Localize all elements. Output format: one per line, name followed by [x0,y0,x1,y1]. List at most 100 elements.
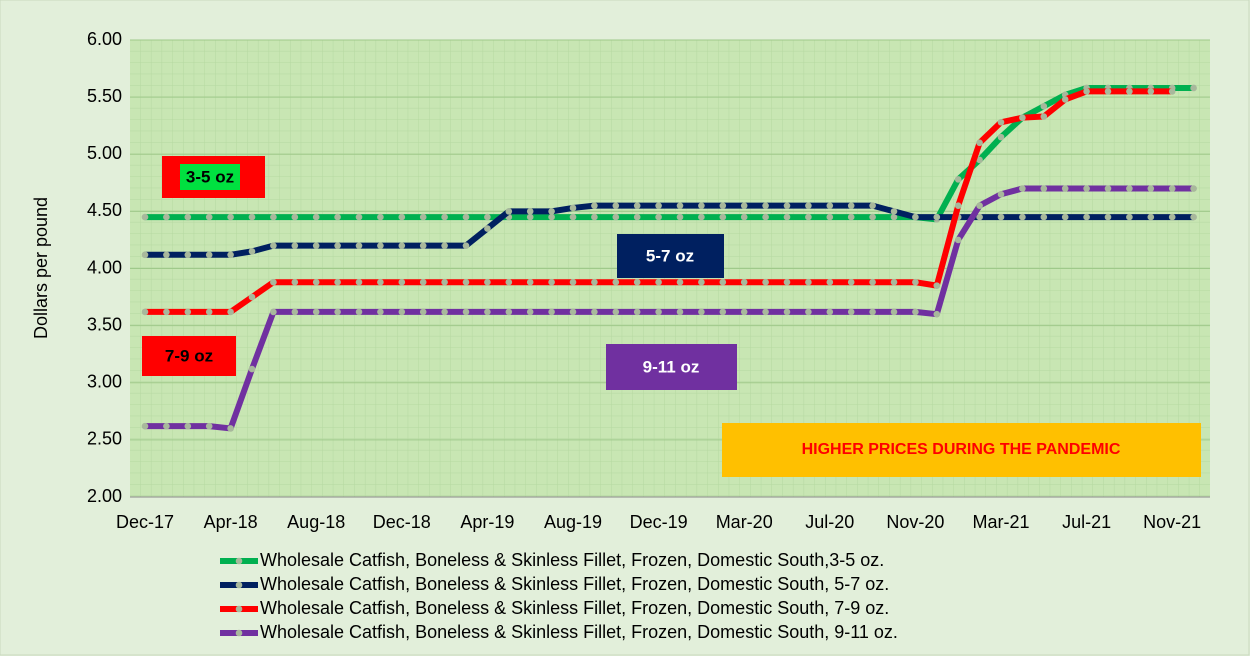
point [890,308,898,316]
point [869,308,876,316]
point [740,213,748,221]
point [912,213,919,221]
point [1168,88,1176,95]
x-tick-label: Jul-20 [805,512,854,532]
legend-label: Wholesale Catfish, Boneless & Skinless F… [260,550,884,570]
point [548,208,555,215]
point [869,213,876,221]
legend-label: Wholesale Catfish, Boneless & Skinless F… [260,622,898,642]
point [954,202,962,209]
point [377,278,384,286]
point [505,308,513,316]
x-tick-label: Dec-18 [373,512,431,532]
point [312,278,320,286]
point [591,278,598,286]
point [398,278,406,286]
x-tick-label: Apr-18 [204,512,258,532]
point [526,208,534,215]
point [441,242,448,249]
annotation-box [142,336,236,376]
point [1040,113,1048,120]
point [227,213,234,221]
point [869,278,876,286]
point [655,308,662,316]
point [505,278,513,286]
point [783,308,791,316]
point [676,202,684,209]
point [762,278,769,286]
point [569,308,577,316]
point [184,251,192,259]
point [569,213,577,221]
x-tick-label: Jul-21 [1062,512,1111,532]
y-tick-label: 3.00 [87,372,122,392]
point [847,308,855,316]
point [847,202,855,209]
legend-marker [235,581,243,589]
point [462,213,470,221]
point [184,308,192,316]
point [419,278,427,286]
point [441,308,448,316]
point [548,213,555,221]
point [248,293,256,301]
point [548,278,555,286]
point [163,251,170,259]
point [526,308,534,316]
point [826,308,834,316]
point [1040,102,1048,110]
point [655,213,662,221]
point [419,242,427,249]
point [291,213,299,221]
point [847,213,855,221]
point [1104,213,1112,221]
point [997,133,1005,141]
point [462,308,470,316]
point [1019,114,1026,121]
point [805,213,812,221]
point [1083,213,1090,221]
point [1104,185,1112,192]
x-tick-label: Mar-21 [972,512,1029,532]
point [355,213,363,221]
point [184,213,192,221]
point [398,213,406,221]
point [1126,213,1133,221]
x-tick-label: Nov-21 [1143,512,1201,532]
point [719,278,727,286]
point [719,213,727,221]
point [205,251,213,259]
point [419,308,427,316]
point [484,278,491,286]
point [933,310,941,318]
legend-marker [235,629,243,637]
point [227,251,234,259]
point [1019,185,1026,192]
point [612,278,620,286]
point [462,242,470,249]
point [612,213,620,221]
point [1083,88,1090,95]
y-tick-label: 4.50 [87,200,122,220]
point [890,213,898,221]
point [270,278,277,286]
point [976,202,983,209]
point [355,242,363,249]
annotation: 7-9 oz [165,346,213,365]
point [976,213,983,221]
point [997,118,1005,126]
point [526,213,534,221]
point [505,208,513,215]
x-tick-label: Aug-19 [544,512,602,532]
point [869,202,876,209]
y-tick-label: 3.50 [87,314,122,334]
y-tick-label: 2.50 [87,429,122,449]
point [141,422,149,430]
point [719,202,727,209]
point [419,213,427,221]
series-line [142,202,1197,258]
point [633,308,641,316]
point [548,308,555,316]
y-tick-label: 4.00 [87,257,122,277]
point [997,213,1005,221]
